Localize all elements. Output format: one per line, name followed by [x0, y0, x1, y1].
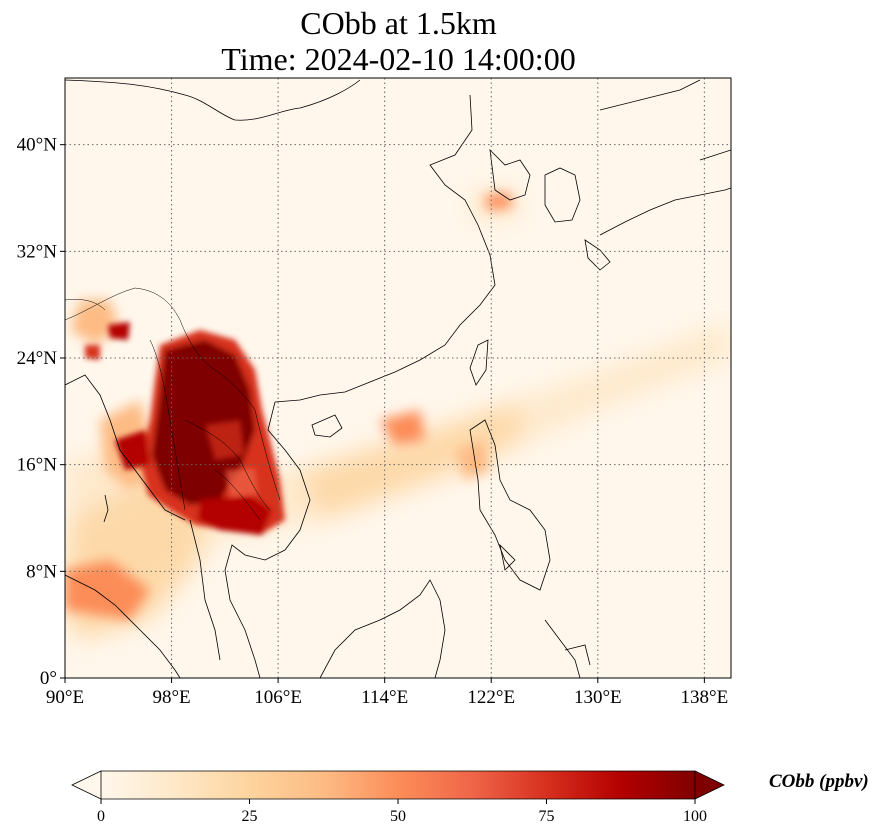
lon-tick-label: 90°E: [46, 687, 84, 708]
colorbar: 0 25 50 75 100 CObb (ppbv): [71, 770, 869, 825]
colorbar-extend-min: [71, 770, 102, 800]
colorbar-extend-max: [694, 770, 725, 800]
lat-tick-label: 0°: [40, 668, 57, 689]
lat-tick-label: 8°N: [26, 561, 57, 582]
map-title: CObb at 1.5km: [300, 5, 497, 41]
lon-tick-label: 114°E: [361, 687, 408, 708]
colorbar-label: CObb (ppbv): [769, 771, 869, 792]
lat-tick-label: 24°N: [17, 348, 58, 369]
lon-tick-label: 106°E: [254, 687, 302, 708]
gridlines: [65, 78, 731, 678]
lat-axis: 0° 8°N 16°N 24°N 32°N 40°N: [17, 135, 65, 689]
lon-axis: 90°E 98°E 106°E 114°E 122°E 130°E 138°E: [46, 678, 728, 708]
lon-tick-label: 138°E: [681, 687, 729, 708]
colorbar-tick-label: 75: [539, 808, 555, 825]
map-frame: [64, 77, 732, 679]
lon-tick-label: 122°E: [467, 687, 515, 708]
lat-tick-label: 16°N: [17, 455, 58, 476]
colorbar-tick-label: 0: [97, 808, 105, 825]
lat-tick-label: 40°N: [17, 135, 58, 156]
colorbar-tick-label: 100: [683, 808, 707, 825]
colorbar-body: [101, 771, 695, 799]
country-borders: [65, 287, 281, 521]
map-time-subtitle: Time: 2024-02-10 14:00:00: [221, 41, 576, 77]
lon-tick-label: 98°E: [152, 687, 190, 708]
colorbar-tick-label: 50: [390, 808, 406, 825]
colorbar-tick-label: 25: [242, 808, 258, 825]
lon-tick-label: 130°E: [574, 687, 622, 708]
lat-tick-label: 32°N: [17, 241, 58, 262]
coastlines: [65, 79, 731, 678]
